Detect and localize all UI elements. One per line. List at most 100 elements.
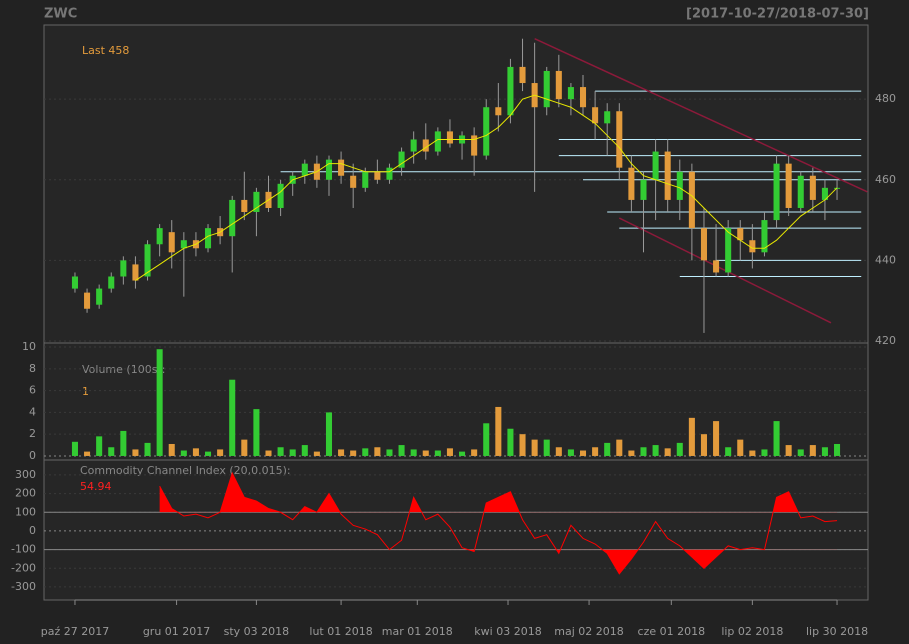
cci-line xyxy=(159,471,838,575)
candle-body xyxy=(700,228,707,261)
candle-body xyxy=(132,264,139,281)
candle-body xyxy=(205,228,212,249)
volume-bar xyxy=(374,447,381,456)
volume-bar xyxy=(821,447,828,456)
volume-bar xyxy=(592,447,599,456)
volume-bar xyxy=(289,449,296,456)
candle-body xyxy=(749,240,756,253)
volume-bar xyxy=(192,448,199,456)
volume-bar xyxy=(120,430,127,456)
x-tick-label: lip 30 2018 xyxy=(806,625,868,638)
volume-bar xyxy=(519,434,526,456)
volume-bar xyxy=(84,451,91,456)
candle-body xyxy=(84,292,91,309)
candle-body xyxy=(773,163,780,221)
volume-bar xyxy=(156,349,163,456)
plot-frame xyxy=(43,24,869,601)
candle-body xyxy=(555,70,562,100)
candle-body xyxy=(543,70,550,108)
x-tick-label: cze 01 2018 xyxy=(638,625,706,638)
candle-body xyxy=(761,220,768,253)
volume-bar xyxy=(567,449,574,456)
candle-body xyxy=(604,111,611,124)
volume-bar xyxy=(713,421,720,456)
volume-bar xyxy=(434,450,441,456)
volume-bar xyxy=(652,445,659,456)
y-tick-label: 420 xyxy=(875,334,896,347)
last-price: Last 458 xyxy=(82,44,129,57)
volume-bar xyxy=(688,417,695,456)
candle-body xyxy=(579,87,587,108)
y-tick-label: 440 xyxy=(875,253,896,266)
candle-body xyxy=(229,199,236,237)
volume-bar xyxy=(761,449,768,456)
x-tick-label: maj 02 2018 xyxy=(554,625,624,638)
candle-body xyxy=(495,107,502,116)
volume-bar xyxy=(180,450,187,456)
volume-bar xyxy=(446,448,453,456)
volume-bar xyxy=(313,451,320,456)
candle-body xyxy=(809,175,816,200)
cci-label: Commodity Channel Index (20,0.015): xyxy=(80,464,291,477)
x-tick-label: mar 01 2018 xyxy=(382,625,453,638)
volume-bar xyxy=(386,449,393,456)
candle-body xyxy=(168,232,175,253)
candle-body xyxy=(386,167,393,180)
candle-body xyxy=(362,171,369,188)
candle-body xyxy=(628,167,635,200)
volume-bar xyxy=(543,439,550,456)
volume-bar xyxy=(737,439,744,456)
volume-bar xyxy=(277,447,284,456)
volume-bar xyxy=(773,421,780,456)
candle-body xyxy=(241,199,248,213)
y-tick-label: -300 xyxy=(11,580,36,593)
candle-body xyxy=(446,131,453,144)
y-tick-label: 100 xyxy=(15,505,36,518)
volume-bar xyxy=(205,451,212,456)
y-tick-label: -100 xyxy=(11,543,36,556)
volume-bar xyxy=(229,379,236,456)
volume-bar xyxy=(507,428,514,456)
candle-body xyxy=(180,240,187,249)
volume-bar xyxy=(325,412,333,456)
candle-body xyxy=(592,107,599,124)
channel-line xyxy=(534,38,868,193)
candle-body xyxy=(713,260,720,273)
candle-body xyxy=(422,139,429,152)
candle-body xyxy=(71,276,78,289)
volume-bar xyxy=(785,445,792,456)
volume-bar xyxy=(362,448,369,456)
candle-body xyxy=(785,163,792,208)
volume-label: Volume (100s): xyxy=(82,363,165,376)
candle-body xyxy=(640,179,647,200)
candle-body xyxy=(253,191,260,213)
candle-body xyxy=(325,159,333,180)
volume-bar xyxy=(459,451,466,456)
volume-bar xyxy=(725,447,732,456)
volume-bar xyxy=(749,450,756,456)
volume-bar xyxy=(241,439,248,456)
cci-fill xyxy=(159,549,838,574)
x-tick-label: lut 01 2018 xyxy=(309,625,372,638)
candle-body xyxy=(616,111,623,168)
candle-body xyxy=(108,276,115,289)
volume-bar xyxy=(531,439,538,456)
volume-bar xyxy=(132,449,139,456)
candle-body xyxy=(821,187,828,200)
volume-bar xyxy=(168,443,175,456)
sma-line xyxy=(135,94,838,281)
volume-bar xyxy=(604,442,611,456)
candle-body xyxy=(156,228,163,245)
volume-bar xyxy=(398,445,405,456)
volume-bar xyxy=(301,445,308,456)
candle-body xyxy=(398,151,405,168)
candle-body xyxy=(797,175,804,208)
volume-bar xyxy=(579,450,587,456)
candle-body xyxy=(338,159,345,176)
candle-body xyxy=(277,183,284,208)
y-tick-label: 2 xyxy=(29,427,36,440)
volume-bar xyxy=(338,449,345,456)
x-tick-label: gru 01 2017 xyxy=(143,625,210,638)
y-tick-label: 4 xyxy=(29,405,36,418)
candle-body xyxy=(301,163,308,176)
